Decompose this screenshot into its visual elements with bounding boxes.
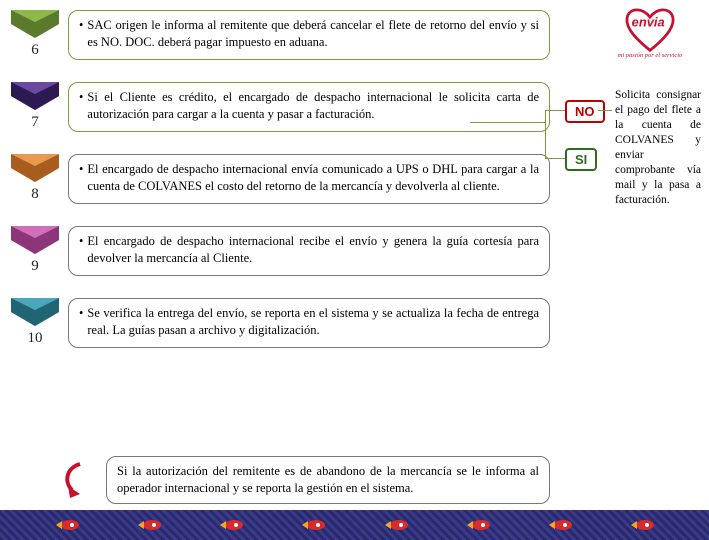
chevron-icon xyxy=(11,82,59,110)
step-text: El encargado de despacho internacional e… xyxy=(87,161,539,195)
heart-icon: envia xyxy=(621,6,679,54)
decision-si: SI xyxy=(565,148,597,171)
abandon-text-box: Si la autorización del remitente es de a… xyxy=(106,456,550,504)
brand-text: envia xyxy=(632,14,665,29)
decision-no: NO xyxy=(565,100,605,123)
abandon-branch: Si la autorización del remitente es de a… xyxy=(60,456,550,504)
step-marker: 8 xyxy=(10,154,60,212)
step-6: 6 SAC origen le informa al remitente que… xyxy=(10,10,550,68)
rocket-icon xyxy=(463,514,493,536)
step-text-box: Se verifica la entrega del envío, se rep… xyxy=(68,298,550,348)
chevron-icon xyxy=(11,298,59,326)
chevron-icon xyxy=(11,154,59,182)
step-text: Se verifica la entrega del envío, se rep… xyxy=(87,305,539,339)
step-marker: 7 xyxy=(10,82,60,140)
footer-bar xyxy=(0,510,709,540)
step-marker: 9 xyxy=(10,226,60,284)
rocket-icon xyxy=(381,514,411,536)
curved-arrow-icon xyxy=(60,460,100,500)
process-steps: 6 SAC origen le informa al remitente que… xyxy=(10,10,550,370)
chevron-icon xyxy=(11,226,59,254)
step-text-box: El encargado de despacho internacional e… xyxy=(68,154,550,204)
step-marker: 10 xyxy=(10,298,60,356)
step-9: 9 El encargado de despacho internacional… xyxy=(10,226,550,284)
brand-logo: envia mi pasión por el servicio xyxy=(605,6,695,59)
rocket-icon xyxy=(298,514,328,536)
no-branch-note: Solicita consignar el pago del flete a l… xyxy=(615,88,701,208)
step-10: 10 Se verifica la entrega del envío, se … xyxy=(10,298,550,356)
chevron-icon xyxy=(11,10,59,38)
step-marker: 6 xyxy=(10,10,60,68)
rocket-icon xyxy=(134,514,164,536)
rocket-icon xyxy=(627,514,657,536)
rocket-icon xyxy=(216,514,246,536)
abandon-text: Si la autorización del remitente es de a… xyxy=(117,464,539,495)
step-8: 8 El encargado de despacho internacional… xyxy=(10,154,550,212)
step-text-box: El encargado de despacho internacional r… xyxy=(68,226,550,276)
rocket-icon xyxy=(545,514,575,536)
rocket-icon xyxy=(52,514,82,536)
step-text: SAC origen le informa al remitente que d… xyxy=(87,17,539,51)
step-text: Si el Cliente es crédito, el encargado d… xyxy=(87,89,539,123)
step-7: 7 Si el Cliente es crédito, el encargado… xyxy=(10,82,550,140)
step-text-box: SAC origen le informa al remitente que d… xyxy=(68,10,550,60)
step-text: El encargado de despacho internacional r… xyxy=(87,233,539,267)
step-text-box: Si el Cliente es crédito, el encargado d… xyxy=(68,82,550,132)
